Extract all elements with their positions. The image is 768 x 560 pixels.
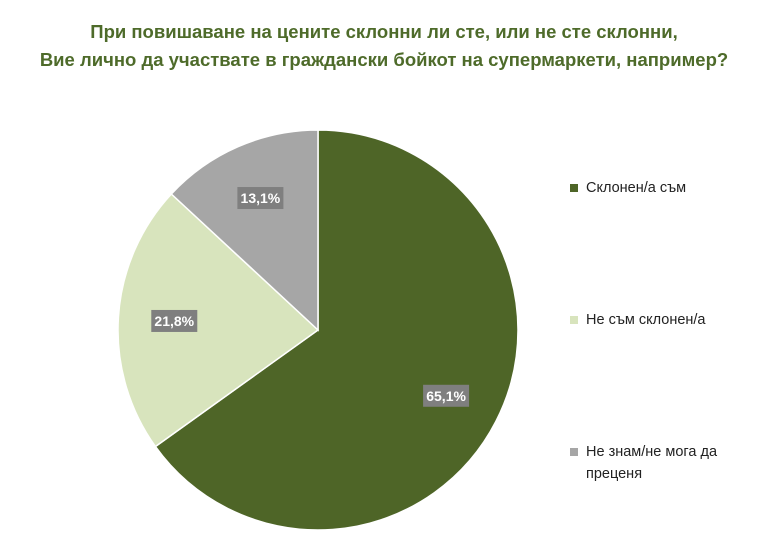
data-label-dont-know: 13,1%: [237, 187, 284, 210]
pie-slice-inclined: [154, 129, 519, 531]
legend-label-dont-know: Не знам/не мога да преценя: [586, 444, 718, 482]
legend-label-inclined: Склонен/а съм: [586, 180, 687, 196]
legend-label-not-inclined: Не съм склонен/а: [586, 312, 706, 328]
legend-item-not-inclined: Не съм склонен/а: [570, 309, 760, 331]
pie-slice-dont-know: [170, 129, 319, 332]
legend-item-dont-know: Не знам/не мога да преценя: [570, 441, 760, 485]
data-label-inclined: 65,1%: [423, 384, 470, 407]
data-label-bg: [151, 309, 198, 332]
data-label-not-inclined: 21,8%: [151, 309, 198, 332]
chart-title: При повишаване на цените склонни ли сте,…: [0, 18, 768, 74]
legend-item-inclined: Склонен/а съм: [570, 177, 760, 199]
data-label-text: 13,1%: [241, 190, 281, 206]
chart-title-line-1: При повишаване на цените склонни ли сте,…: [90, 21, 678, 42]
chart-title-line-2: Вие лично да участвате в граждански бойк…: [39, 49, 729, 70]
data-label-bg: [423, 384, 470, 407]
legend-swatch-dont-know: [570, 448, 578, 456]
data-label-text: 21,8%: [154, 313, 194, 329]
data-label-bg: [237, 187, 284, 210]
legend-swatch-not-inclined: [570, 316, 578, 324]
legend-swatch-inclined: [570, 184, 578, 192]
data-label-text: 65,1%: [426, 388, 466, 404]
pie-slice-not-inclined: [117, 192, 320, 448]
